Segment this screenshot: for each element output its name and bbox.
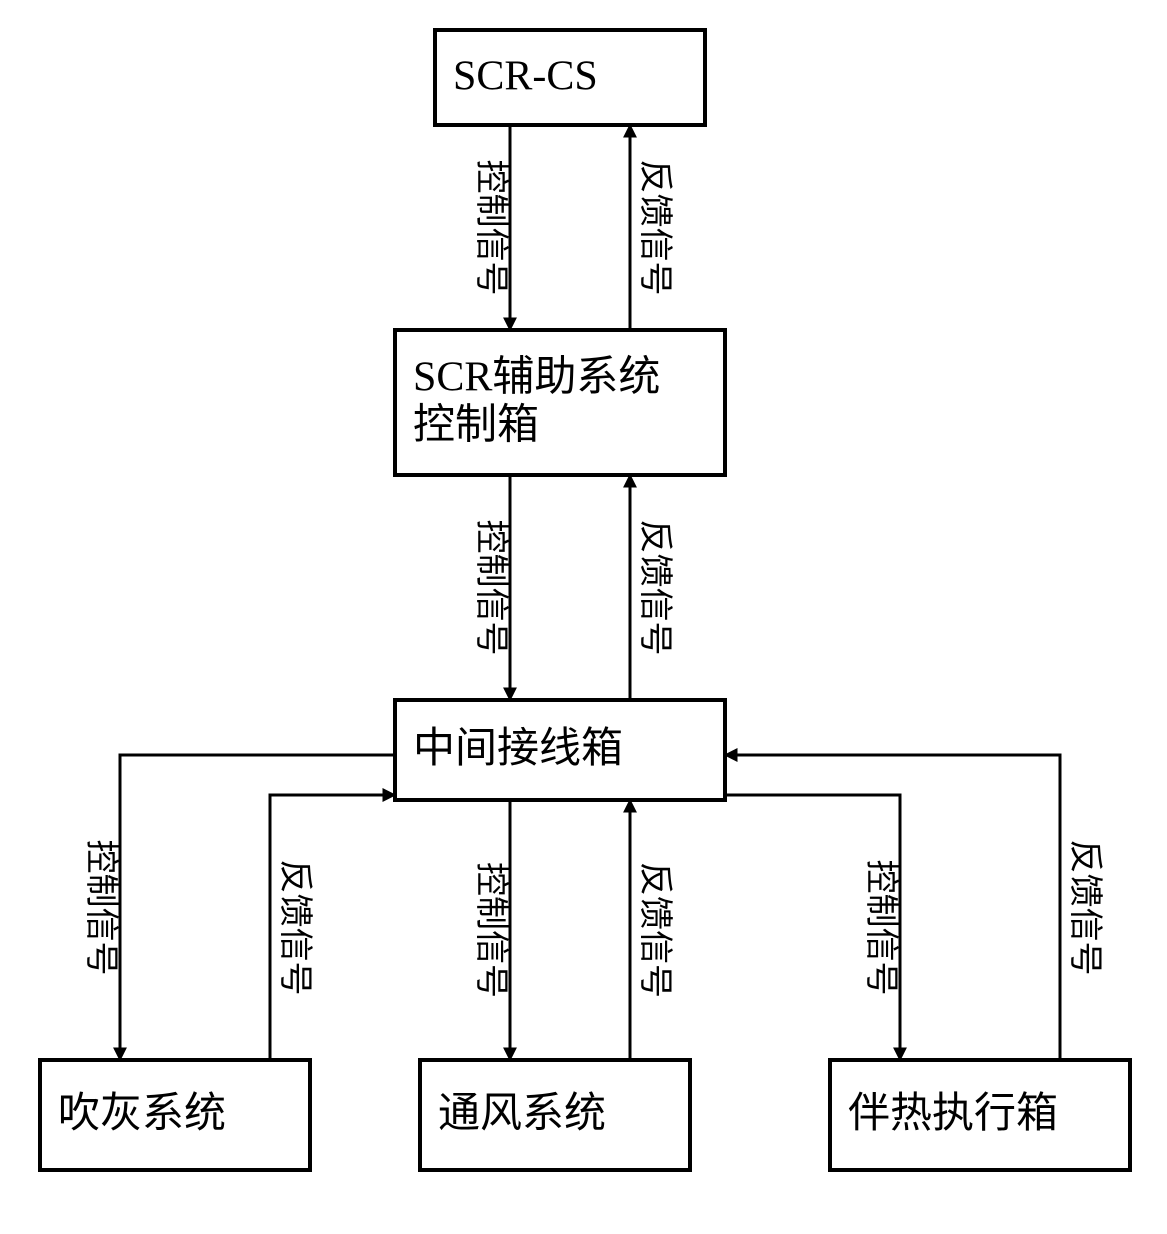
edge-label: 控制信号 (472, 520, 510, 656)
node-label: 吹灰系统 (58, 1091, 226, 1137)
node-label: 伴热执行箱 (848, 1091, 1058, 1137)
node-label: 通风系统 (438, 1091, 606, 1137)
node-label: 控制箱 (413, 403, 539, 449)
edge-label: 反馈信号 (636, 160, 674, 296)
node-label: SCR-CS (453, 54, 598, 100)
node-junction: 中间接线箱 (395, 700, 725, 800)
edge-label: 反馈信号 (276, 860, 314, 996)
node-label: SCR辅助系统 (413, 354, 660, 400)
edge-label: 反馈信号 (636, 520, 674, 656)
edge-label: 控制信号 (472, 862, 510, 998)
edge-label: 控制信号 (82, 840, 120, 976)
edge-label: 反馈信号 (636, 862, 674, 998)
node-label: 中间接线箱 (413, 726, 623, 772)
node-heat: 伴热执行箱 (830, 1060, 1130, 1170)
edge-label: 反馈信号 (1066, 840, 1104, 976)
node-vent: 通风系统 (420, 1060, 690, 1170)
node-scr-cs: SCR-CS (435, 30, 705, 125)
edge-label: 控制信号 (472, 160, 510, 296)
edge-label: 控制信号 (862, 860, 900, 996)
node-aux-box: SCR辅助系统控制箱 (395, 330, 725, 475)
node-soot: 吹灰系统 (40, 1060, 310, 1170)
